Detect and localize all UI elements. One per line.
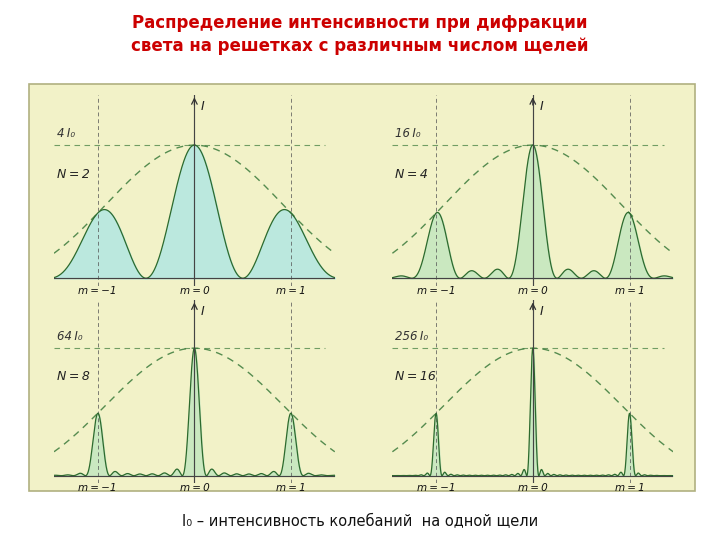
- Text: I₀ – интенсивность колебаний  на одной щели: I₀ – интенсивность колебаний на одной ще…: [182, 514, 538, 529]
- Text: 64 I₀: 64 I₀: [57, 330, 83, 343]
- Text: m = −1: m = −1: [78, 286, 117, 295]
- Text: m = 1: m = 1: [615, 286, 644, 295]
- Text: m = 0: m = 0: [179, 286, 210, 295]
- Text: $I$: $I$: [539, 100, 544, 113]
- Text: N = 4: N = 4: [395, 168, 428, 181]
- Text: m = 1: m = 1: [615, 483, 644, 492]
- Text: Распределение интенсивности при дифракции
света на решетках с различным числом щ: Распределение интенсивности при дифракци…: [131, 14, 589, 55]
- Text: N = 16: N = 16: [395, 370, 436, 383]
- Text: 4 I₀: 4 I₀: [57, 127, 75, 140]
- Text: m = 0: m = 0: [179, 483, 210, 492]
- Text: N = 2: N = 2: [57, 168, 90, 181]
- Text: $I$: $I$: [200, 100, 206, 113]
- Text: N = 8: N = 8: [57, 370, 90, 383]
- Text: m = −1: m = −1: [78, 483, 117, 492]
- Text: m = 0: m = 0: [518, 483, 548, 492]
- Text: 16 I₀: 16 I₀: [395, 127, 421, 140]
- Text: m = 0: m = 0: [518, 286, 548, 295]
- Text: m = 1: m = 1: [276, 483, 306, 492]
- Text: 256 I₀: 256 I₀: [395, 330, 428, 343]
- Text: $I$: $I$: [200, 305, 206, 318]
- Text: m = −1: m = −1: [417, 483, 455, 492]
- Text: m = −1: m = −1: [417, 286, 455, 295]
- Text: m = 1: m = 1: [276, 286, 306, 295]
- Text: $I$: $I$: [539, 305, 544, 318]
